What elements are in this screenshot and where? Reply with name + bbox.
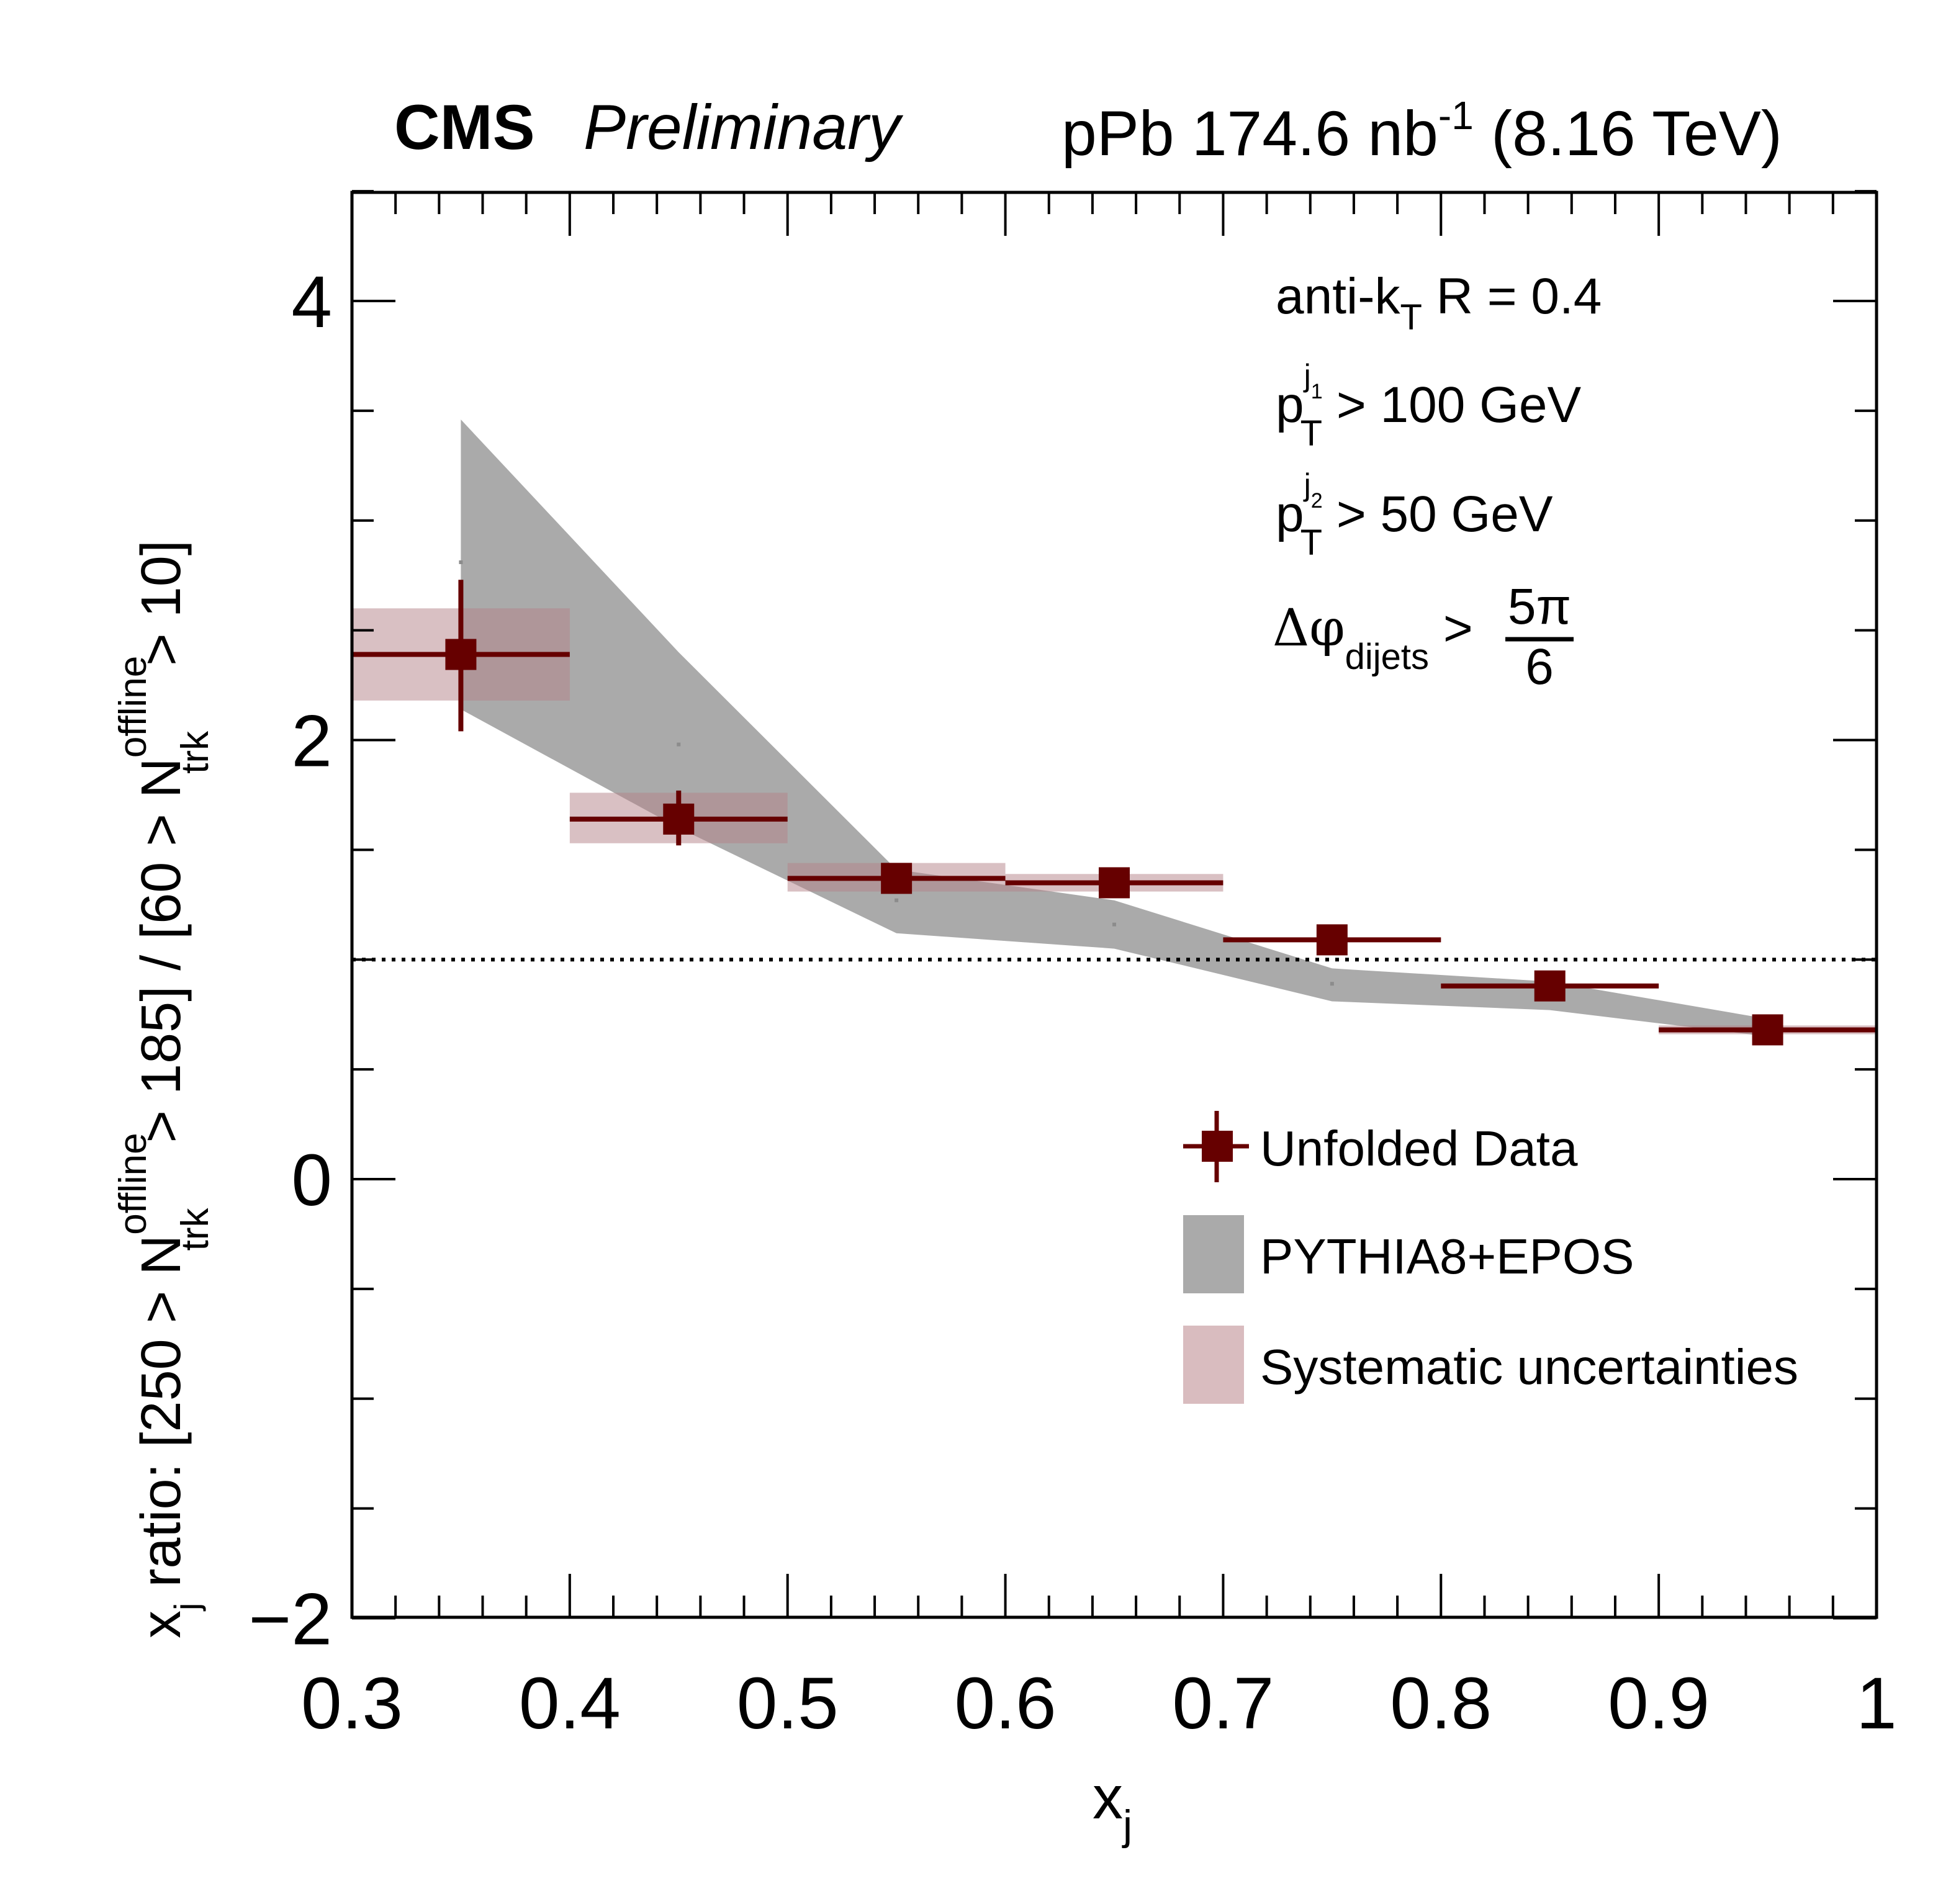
dphi-numerator: 5π xyxy=(1508,578,1571,635)
legend-entry-syst[interactable]: Systematic uncertainties xyxy=(1183,1326,1798,1404)
pt1-rest: > 100 GeV xyxy=(1322,377,1581,433)
data-point xyxy=(352,580,570,732)
pt2-supsub: 2 xyxy=(1311,489,1323,513)
legend-model-label: PYTHIA8+EPOS xyxy=(1260,1229,1634,1284)
y-tick-label: 2 xyxy=(291,701,332,783)
data-marker xyxy=(881,863,913,894)
annotation-jet-algo-rest: R = 0.4 xyxy=(1422,268,1602,325)
data-marker xyxy=(1752,1014,1783,1046)
legend-entry-model[interactable]: PYTHIA8+EPOS xyxy=(1183,1215,1634,1293)
x-tick-label: 0.5 xyxy=(737,1663,839,1745)
x-tick-label: 0.7 xyxy=(1172,1663,1274,1745)
x-tick-label: 0.3 xyxy=(301,1663,403,1745)
x-axis-label-base: x xyxy=(1093,1763,1123,1831)
tick-labels: 0.3 0.4 0.5 0.6 0.7 0.8 0.9 1 −2 0 2 4 xyxy=(248,261,1896,1745)
energy-text xyxy=(1474,98,1491,169)
pt1-supsub: 1 xyxy=(1311,380,1323,403)
y-label-sup2: offline xyxy=(112,656,155,758)
data-marker xyxy=(445,639,477,670)
data-marker xyxy=(1534,970,1566,1002)
legend-entry-data[interactable]: Unfolded Data xyxy=(1183,1111,1578,1182)
x-tick-label: 0.9 xyxy=(1608,1663,1710,1745)
y-label-sub2: trk xyxy=(174,730,217,774)
pt1-p: p xyxy=(1276,377,1304,433)
legend: Unfolded Data PYTHIA8+EPOS Systematic un… xyxy=(1183,1111,1798,1404)
legend-data-marker xyxy=(1202,1131,1233,1162)
lumi-exponent: -1 xyxy=(1438,93,1474,138)
status-label: Preliminary xyxy=(584,92,904,163)
legend-model-swatch xyxy=(1183,1215,1244,1293)
annotation-leading-pt: pj1 T > 100 GeV xyxy=(1276,358,1582,454)
y-tick-label: −2 xyxy=(248,1579,332,1661)
data-point xyxy=(569,790,788,846)
annotation-dphi: Δφdijets > xyxy=(1273,599,1473,677)
model-central-marker xyxy=(677,742,681,747)
model-central-marker xyxy=(895,898,899,902)
data-point xyxy=(1659,1014,1877,1046)
x-tick-label: 1 xyxy=(1856,1663,1897,1745)
x-axis-label: xj xyxy=(1093,1763,1132,1849)
annotation-jet-algo: anti-kT R = 0.4 xyxy=(1276,268,1602,338)
y-label-part3: > 185] / [60 > N xyxy=(130,758,192,1158)
data-point xyxy=(1441,970,1659,1002)
dphi-denominator: 6 xyxy=(1525,639,1554,695)
pt1-sup: j xyxy=(1303,358,1311,393)
data-points-layer xyxy=(352,580,1877,1046)
pt2-rest: > 50 GeV xyxy=(1322,486,1553,542)
model-band-layer xyxy=(459,420,1770,1037)
data-point xyxy=(787,863,1006,894)
x-tick-label: 0.4 xyxy=(519,1663,621,1745)
experiment-label: CMS xyxy=(394,92,535,163)
energy-label: (8.16 TeV) xyxy=(1491,98,1782,169)
data-marker xyxy=(663,803,695,835)
data-point xyxy=(1223,924,1441,956)
dphi-symbol: Δφ xyxy=(1273,599,1345,658)
annotation-jet-algo-sub: T xyxy=(1400,297,1422,338)
plot-frame xyxy=(350,191,1878,1619)
model-central-marker xyxy=(1112,922,1116,927)
y-tick-label: 0 xyxy=(291,1139,332,1221)
lumi-text: pPb 174.6 nb xyxy=(1061,98,1438,169)
annotation-jet-algo-main: anti-k xyxy=(1276,268,1401,325)
legend-syst-label: Systematic uncertainties xyxy=(1260,1339,1798,1394)
y-label-sup1: offline xyxy=(112,1133,155,1234)
y-tick-label: 4 xyxy=(291,261,332,343)
data-marker xyxy=(1099,867,1130,899)
y-label-x-sub: j xyxy=(167,1603,206,1612)
axis-ticks xyxy=(351,190,1878,1620)
legend-syst-swatch xyxy=(1183,1326,1244,1404)
data-point xyxy=(1005,867,1224,899)
x-tick-label: 0.8 xyxy=(1390,1663,1492,1745)
y-axis-label: xj ratio: [250 > Noffline trk > 185] / [6… xyxy=(112,540,217,1638)
x-axis-label-sub: j xyxy=(1122,1802,1132,1849)
model-band xyxy=(461,420,1768,1037)
model-central-marker xyxy=(459,560,463,564)
y-label-part2: ratio: [250 > N xyxy=(130,1235,192,1603)
pt2-p: p xyxy=(1276,486,1304,542)
lumi-label: pPb 174.6 nb-1 (8.16 TeV) xyxy=(1061,93,1782,169)
annotation-subleading-pt: pj2 T > 50 GeV xyxy=(1276,467,1553,563)
data-marker xyxy=(1316,924,1348,956)
dphi-gt: > xyxy=(1429,600,1473,657)
dphi-sub: dijets xyxy=(1345,637,1429,677)
pt1-sub: T xyxy=(1300,413,1322,454)
legend-data-label: Unfolded Data xyxy=(1260,1121,1578,1176)
x-tick-label: 0.6 xyxy=(955,1663,1057,1745)
y-label-part4: > 10] xyxy=(130,540,192,681)
selection-annotations: anti-kT R = 0.4 pj1 T > 100 GeV pj2 T > 50… xyxy=(1273,268,1602,695)
y-label-sub1: trk xyxy=(174,1208,217,1251)
pt2-sup: j xyxy=(1303,467,1311,502)
pt2-sub: T xyxy=(1300,523,1322,563)
y-label-x: x xyxy=(130,1610,192,1638)
model-central-marker xyxy=(1330,982,1334,986)
